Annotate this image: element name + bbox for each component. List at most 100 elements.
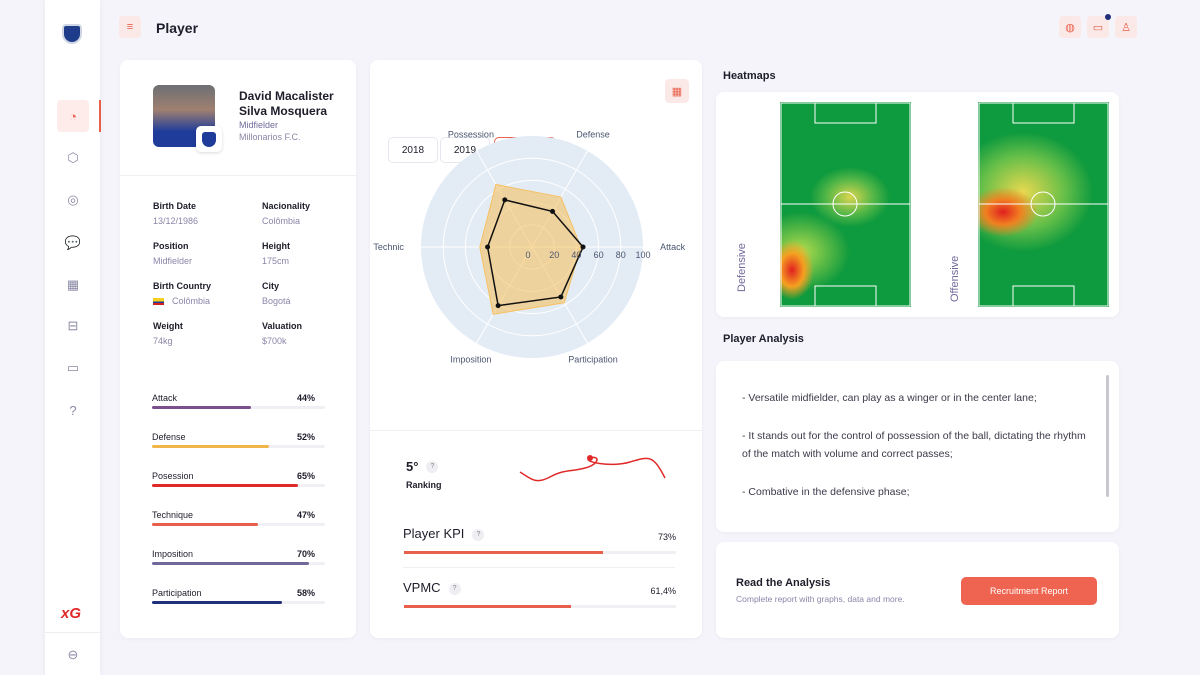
info-label: Birth Date [153, 201, 197, 211]
kpi-name: VPMC? [403, 580, 461, 595]
divider [45, 632, 100, 633]
heatmaps-card: Defensive Offensive [716, 92, 1119, 317]
skill-pct: 70% [296, 549, 315, 559]
radar-chart: Attack Defense Possession Technic Imposition… [373, 129, 685, 365]
offensive-label: Offensive [949, 255, 961, 302]
player-name-line1: David Macalister [239, 89, 334, 103]
page-title: Player [156, 20, 199, 36]
kpi-pct: 73% [657, 532, 676, 542]
skill-track [152, 601, 325, 604]
skill-track [152, 445, 325, 448]
kpi-track [404, 551, 676, 554]
info-label: Birth Country [153, 281, 211, 291]
info-label: Height [262, 241, 290, 251]
info-label: Valuation [262, 321, 303, 331]
skill-bar: Participation 58% [152, 588, 325, 604]
info-value-text: 175cm [262, 256, 290, 266]
info-value: $700k [262, 336, 362, 346]
target-icon[interactable]: ◎ [67, 192, 79, 207]
info-value-text: Colômbia [262, 216, 301, 226]
radar-tick-label: 80 [616, 250, 626, 260]
info-value-text: 74kg [153, 336, 173, 346]
help-icon[interactable]: ? [69, 402, 77, 418]
skill-fill [152, 523, 258, 526]
kpi-name: Player KPI? [403, 526, 485, 541]
menu-button[interactable]: ≡ [119, 16, 141, 38]
radar-axis-label: Defense [576, 129, 610, 139]
skill-name: Posession [152, 471, 194, 481]
offensive-heatmap [978, 102, 1109, 307]
club-logo[interactable] [62, 24, 82, 44]
skill-pct: 65% [296, 471, 315, 481]
radar-axis-label: Imposition [450, 355, 491, 365]
year-tab-2018[interactable]: 2018 [388, 137, 438, 163]
kpi-label: Player KPI [403, 526, 465, 541]
skill-fill [152, 601, 283, 604]
divider [403, 567, 675, 568]
messages-icon[interactable]: ▭ [1087, 14, 1111, 38]
radar-axis-label: Technic [373, 242, 404, 252]
sparkline-marker [587, 455, 593, 461]
stats-card: 201820192020 ▦ AttackDefensePossessionTe… [370, 60, 702, 638]
report-subtitle: Complete report with graphs, data and mo… [736, 594, 905, 604]
radar-tick-label: 100 [635, 250, 650, 260]
radar-axis-label: Possession [448, 129, 494, 139]
skill-bar: Technique 47% [152, 510, 325, 526]
kpi-label: VPMC [403, 580, 441, 595]
defensive-heatmap [780, 102, 911, 307]
ranking-label: Ranking [406, 480, 442, 490]
help-icon[interactable]: ? [448, 582, 461, 595]
skill-track [152, 523, 325, 526]
cube-icon[interactable]: ⬡ [67, 150, 79, 165]
briefcase-icon[interactable]: ⊟ [67, 318, 79, 333]
heatmaps-title: Heatmaps [723, 70, 776, 82]
brand-logo: xG [61, 605, 82, 622]
analysis-line: - It stands out for the control of posse… [742, 430, 1086, 460]
calendar-button[interactable]: ▦ [665, 79, 689, 103]
radar-axis-label: Participation [568, 355, 618, 365]
analysis-line: - Versatile midfielder, can play as a wi… [742, 392, 1037, 404]
info-value-text: Colômbia [172, 296, 211, 306]
info-value-text: 13/12/1986 [153, 216, 199, 226]
radar-point [550, 208, 556, 214]
help-icon[interactable]: ? [472, 528, 485, 541]
report-title: Read the Analysis [736, 577, 831, 589]
chat-icon[interactable]: 💬 [64, 235, 82, 250]
logout-icon[interactable]: ⊖ [67, 647, 79, 662]
globe-icon[interactable]: ◍ [1059, 16, 1081, 38]
calendar-icon[interactable]: ▦ [66, 277, 80, 292]
skill-name: Defense [152, 432, 186, 442]
info-label: Weight [153, 321, 183, 331]
info-field: Birth Date 13/12/1986 [153, 201, 253, 226]
club-badge [196, 126, 222, 152]
sidebar: ◔ ⬡ ◎ 💬 ▦ ⊟ ▭ ? xG ⊖ [45, 0, 101, 675]
recruitment-report-button[interactable]: Recruitment Report [961, 577, 1097, 605]
skill-pct: 47% [296, 510, 315, 520]
skill-bar: Imposition 70% [152, 549, 325, 565]
dashboard-icon[interactable]: ◔ [57, 100, 89, 132]
help-icon[interactable]: ? [426, 460, 439, 473]
ranking-value: 5° [406, 459, 419, 474]
divider [120, 175, 356, 176]
info-value: 175cm [262, 256, 362, 266]
info-value-text: Midfielder [153, 256, 193, 266]
wallet-icon[interactable]: ▭ [66, 360, 80, 375]
player-position: Midfielder [239, 120, 279, 130]
info-field: Valuation $700k [262, 321, 362, 346]
info-value: Colômbia [153, 296, 253, 306]
info-field: Height 175cm [262, 241, 362, 266]
analysis-card: - Versatile midfielder, can play as a wi… [716, 361, 1119, 532]
radar-point [485, 244, 491, 250]
divider [370, 430, 702, 431]
scrollbar[interactable] [1106, 375, 1109, 497]
radar-tick-label: 40 [571, 250, 581, 260]
skill-name: Technique [152, 510, 194, 520]
player-card: David Macalister Silva Mosquera Midfield… [120, 60, 356, 638]
skill-name: Attack [152, 393, 178, 403]
skill-bar: Attack 44% [152, 393, 325, 409]
kpi-pct: 61,4% [650, 586, 676, 596]
user-settings-icon[interactable]: ♙ [1115, 16, 1137, 38]
radar-tick-label: 60 [594, 250, 604, 260]
skill-fill [152, 445, 269, 448]
colombia-flag-icon [153, 298, 164, 306]
